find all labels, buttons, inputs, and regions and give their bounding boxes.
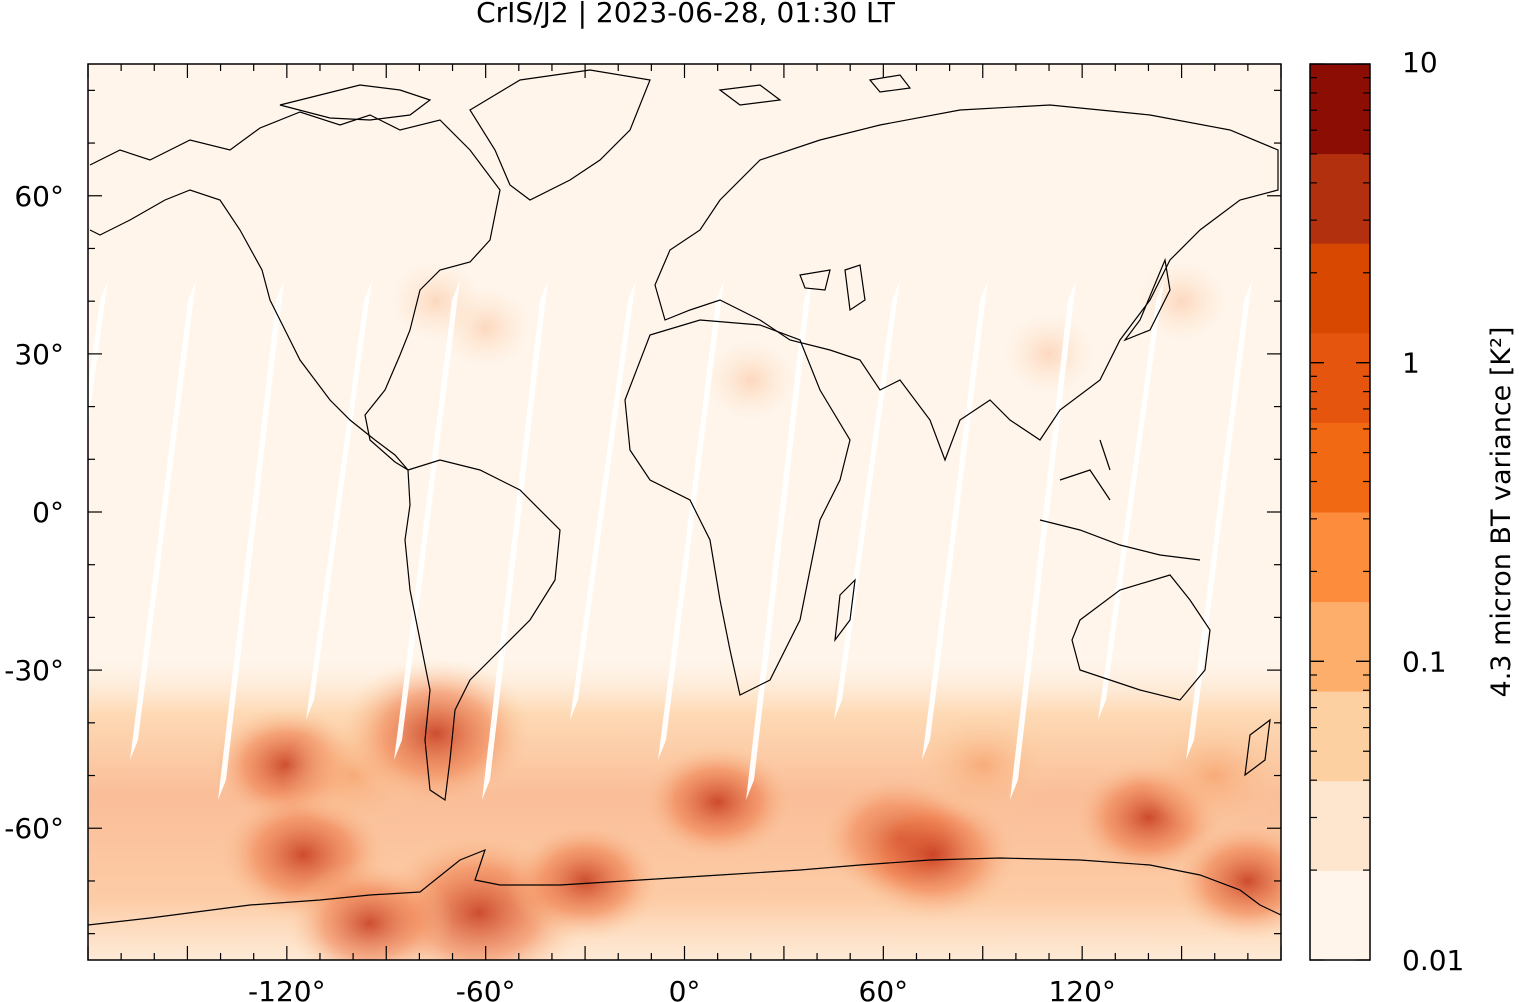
coastline-madagascar — [834, 578, 856, 643]
orbit-gap-12 — [1098, 280, 1164, 720]
colorbar-segment-3 — [1310, 601, 1370, 692]
hotspot-5 — [286, 859, 453, 960]
coastline-new-zealand — [1244, 718, 1271, 777]
y-tick-label: -60° — [4, 812, 64, 845]
x-tick-label: 0° — [669, 975, 701, 1002]
colorbar-frame — [1309, 63, 1371, 961]
hotspot-9 — [845, 787, 1021, 922]
hotspot-layer — [208, 261, 1281, 960]
coastline-north-america — [89, 111, 501, 471]
coastline-indonesia — [1039, 439, 1201, 561]
coastline-caspian — [799, 264, 866, 312]
orbit-gap-7 — [658, 280, 724, 760]
orbit-gap-5 — [482, 280, 548, 800]
colorbar — [1310, 64, 1370, 961]
x-tick-label: 60° — [859, 975, 909, 1002]
y-tick-label: 0° — [32, 496, 64, 529]
coastline-eurasia — [654, 104, 1279, 462]
orbit-gap-6 — [570, 280, 636, 720]
y-tick-label: -30° — [4, 654, 64, 687]
orbit-gap-1 — [130, 280, 196, 760]
x-tick-label: -120° — [248, 975, 326, 1002]
colorbar-segment-1 — [1310, 780, 1370, 871]
colorbar-tick-label: 1 — [1402, 347, 1420, 380]
hotspot-3 — [338, 658, 534, 809]
colorbar-tick-label: 0.1 — [1402, 645, 1447, 678]
colorbar-ticks — [1310, 63, 1370, 961]
orbit-gap-10 — [922, 280, 988, 760]
orbit-gap-0 — [88, 280, 108, 425]
y-tick-label: 60° — [14, 180, 64, 213]
hotspot-12 — [1140, 718, 1281, 833]
orbit-gap-9 — [834, 280, 900, 720]
colorbar-tick-label: 10 — [1402, 46, 1438, 79]
coastline-australia — [1071, 574, 1211, 701]
axis-tick-labels: -120° -60° 0° 60° 120° 60° 30° 0° -30° -60° — [4, 180, 1116, 1002]
coastline-africa — [624, 319, 851, 696]
axis-ticks — [87, 64, 1282, 960]
orbit-gap-4 — [394, 280, 460, 760]
colorbar-segment-5 — [1310, 422, 1370, 513]
colorbar-tick-labels: 10 1 0.1 0.01 — [1402, 46, 1464, 977]
coastline-japan — [1123, 257, 1171, 342]
colorbar-segment-4 — [1310, 512, 1370, 603]
colorbar-segment-0 — [1310, 870, 1370, 961]
x-tick-label: 120° — [1048, 975, 1115, 1002]
orbit-gap-13 — [1186, 280, 1252, 760]
coastline-greenland — [469, 69, 651, 201]
colorbar-segment-2 — [1310, 691, 1370, 782]
colorbar-segment-8 — [1310, 153, 1370, 244]
orbit-gap-8 — [746, 280, 812, 800]
nh-patch-3 — [1004, 313, 1095, 394]
y-tick-label: 30° — [14, 338, 64, 371]
colorbar-tick-label: 0.01 — [1402, 944, 1464, 977]
x-tick-label: -60° — [456, 975, 516, 1002]
orbit-gap-3 — [306, 280, 372, 720]
colorbar-segment-6 — [1310, 332, 1370, 423]
coastlines — [88, 69, 1281, 926]
orbit-gaps — [88, 280, 1252, 800]
nh-patch-1 — [440, 287, 531, 368]
hotspot-13 — [1170, 821, 1281, 941]
coastline-antarctica — [88, 848, 1281, 926]
hotspot-10 — [911, 709, 1055, 821]
nh-patch-4 — [705, 340, 796, 421]
coastline-arctic-islands — [279, 74, 912, 121]
colorbar-segment-9 — [1310, 64, 1370, 155]
orbit-gap-2 — [218, 280, 284, 800]
coastline-south-america — [404, 459, 561, 802]
map-area — [88, 64, 1281, 960]
chart-title: CrIS/J2 | 2023-06-28, 01:30 LT — [476, 0, 895, 29]
hotspot-7 — [639, 741, 796, 862]
hotspot-6 — [507, 821, 663, 941]
colorbar-segment-7 — [1310, 243, 1370, 334]
colorbar-title: 4.3 micron BT variance [K²] — [1486, 327, 1517, 698]
